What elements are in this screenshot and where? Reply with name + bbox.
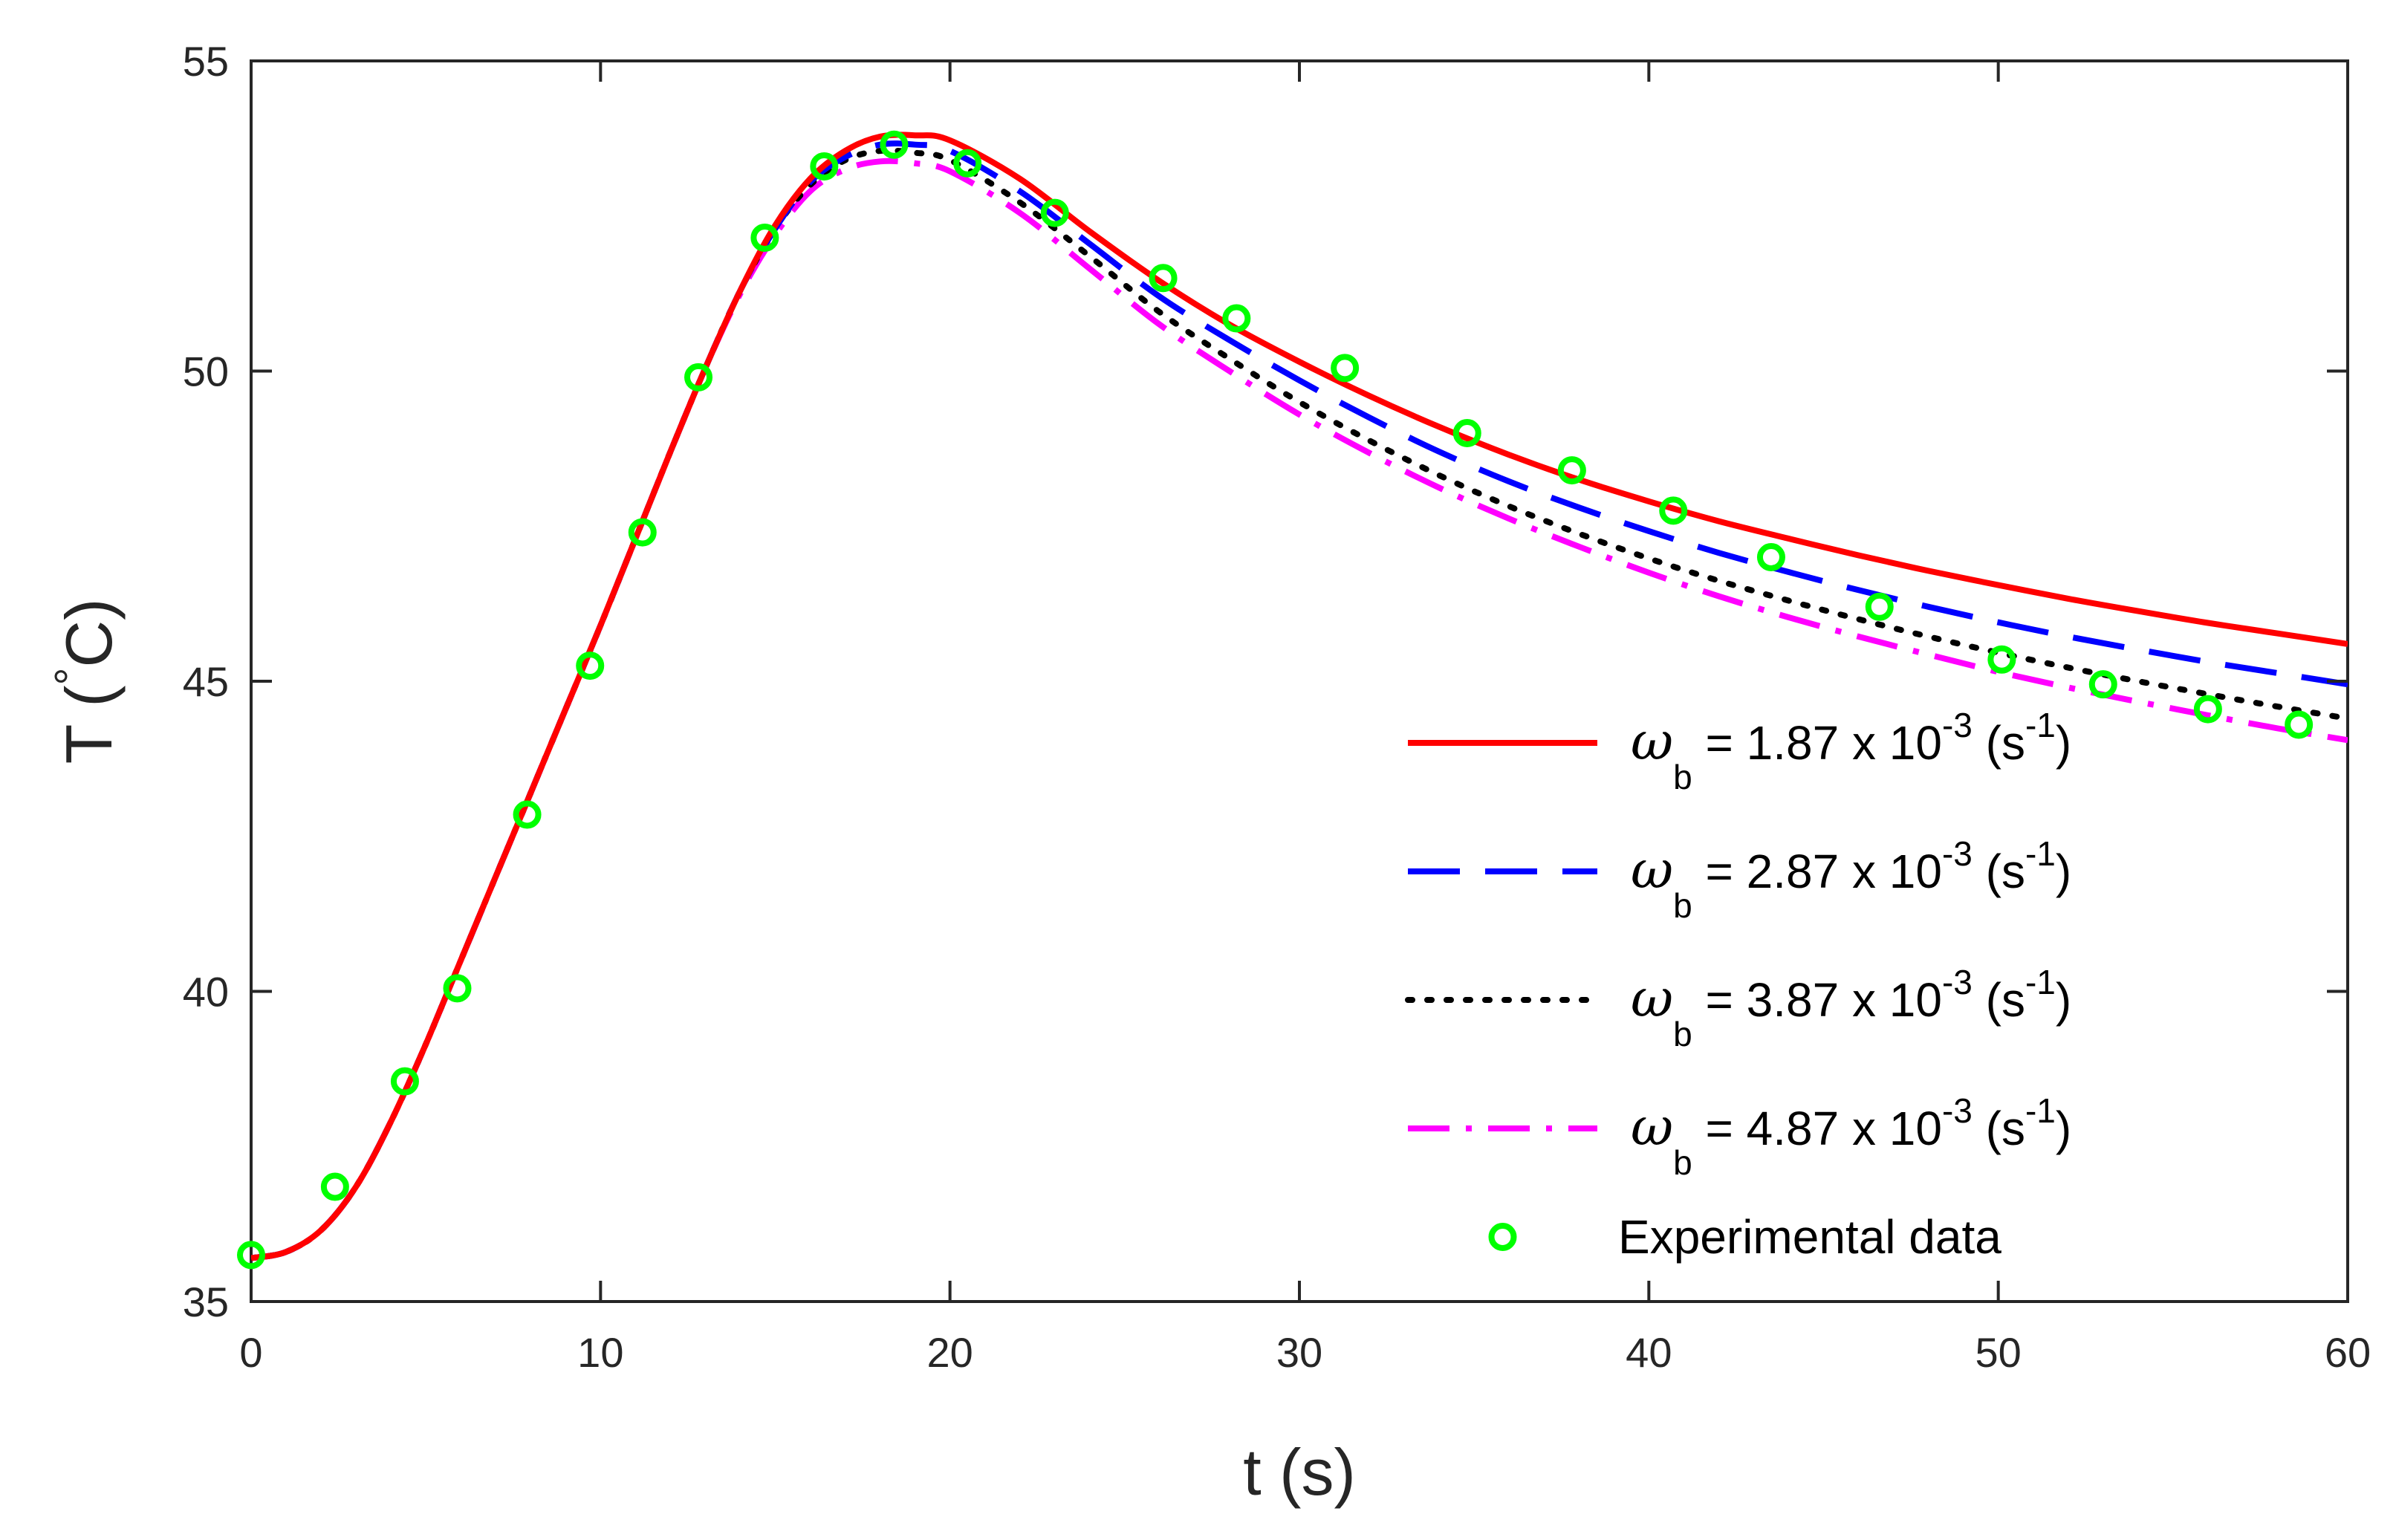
data-point xyxy=(237,1241,265,1270)
legend-marker xyxy=(1488,1223,1517,1251)
data-point xyxy=(1659,496,1688,525)
y-tick-label: 45 xyxy=(183,658,229,705)
data-point xyxy=(880,130,909,159)
x-tick-label: 30 xyxy=(1276,1329,1322,1376)
legend-label: Experimental data xyxy=(1618,1210,2001,1264)
x-axis-title: t (s) xyxy=(1243,1435,1356,1509)
data-point xyxy=(1040,198,1069,227)
legend-label: ωb = 2.87 x 10-3 (s-1) xyxy=(1631,834,2071,925)
data-point xyxy=(1756,543,1785,571)
series-line-1 xyxy=(251,131,2348,1261)
ticks-layer: 0 10 20 30 40 50 60 35 40 45 50 55 xyxy=(183,38,2371,1376)
data-point xyxy=(1557,456,1586,485)
data-point xyxy=(1987,645,2016,674)
x-tick-label: 50 xyxy=(1975,1329,2022,1376)
data-point xyxy=(2193,695,2222,724)
data-point xyxy=(2088,670,2117,699)
data-point xyxy=(953,149,982,178)
data-point xyxy=(513,800,542,829)
legend-label: ωb = 1.87 x 10-3 (s-1) xyxy=(1631,706,2071,796)
legend: ωb = 1.87 x 10-3 (s-1) ωb = 2.87 x 10-3 (… xyxy=(1405,706,2071,1264)
x-tick-label: 60 xyxy=(2325,1329,2371,1376)
data-point xyxy=(390,1067,419,1096)
data-point xyxy=(1149,264,1178,293)
data-point xyxy=(628,518,657,547)
data-point xyxy=(810,152,839,181)
x-tick-label: 0 xyxy=(239,1329,262,1376)
legend-label: ωb = 3.87 x 10-3 (s-1) xyxy=(1631,963,2071,1053)
data-point xyxy=(750,223,779,252)
data-point xyxy=(1452,419,1481,447)
data-point xyxy=(1222,304,1251,333)
y-tick-label: 50 xyxy=(183,348,229,395)
x-tick-label: 10 xyxy=(577,1329,623,1376)
data-point xyxy=(576,652,605,680)
data-point xyxy=(2285,710,2314,739)
series-line-4 xyxy=(251,157,2348,1261)
y-tick-label: 35 xyxy=(183,1279,229,1325)
legend-label: ωb = 4.87 x 10-3 (s-1) xyxy=(1631,1091,2071,1182)
data-point xyxy=(320,1172,349,1201)
x-tick-label: 20 xyxy=(927,1329,973,1376)
data-point xyxy=(684,363,713,392)
data-point xyxy=(1865,592,1894,621)
x-tick-label: 40 xyxy=(1626,1329,1672,1376)
y-axis-title: T (°C) xyxy=(46,599,126,764)
data-point xyxy=(1331,354,1360,383)
data-point xyxy=(443,974,472,1003)
y-tick-label: 55 xyxy=(183,38,229,85)
marker-layer xyxy=(237,130,2314,1270)
y-tick-label: 40 xyxy=(183,969,229,1016)
